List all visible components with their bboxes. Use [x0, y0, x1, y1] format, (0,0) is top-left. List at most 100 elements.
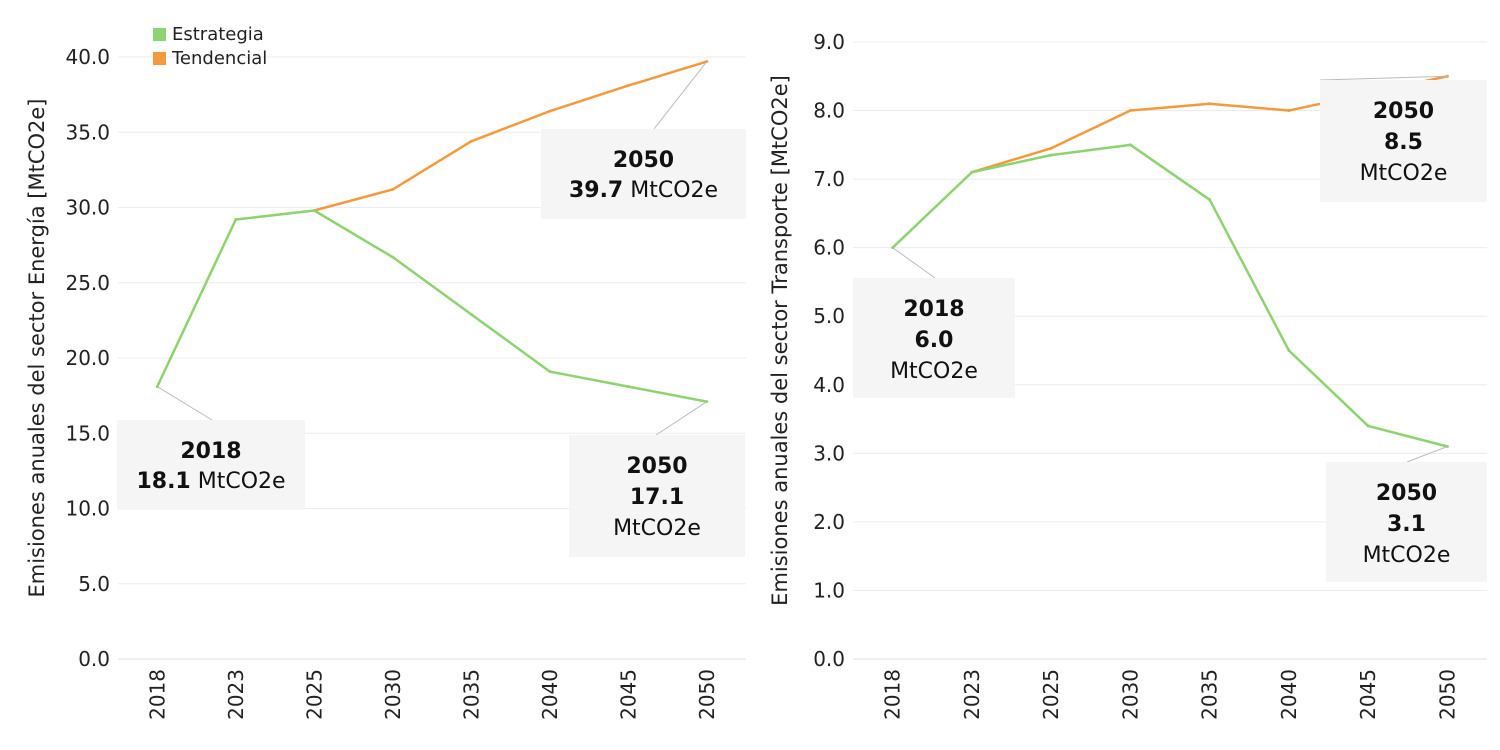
y-tick-label: 4.0: [813, 373, 845, 397]
callout-value: 3.1: [1387, 512, 1426, 537]
x-tick-label: 2030: [1118, 669, 1142, 720]
x-tick-label: 2025: [302, 669, 326, 720]
data-point-tendencial: [1287, 109, 1291, 113]
callout-box: [853, 278, 1015, 398]
data-point-estrategia: [1366, 424, 1370, 428]
series-line-tendencial: [313, 60, 708, 212]
callout-title: 2018: [180, 439, 241, 464]
energy-chart: 0.0 5.0 10.0 15.0 20.0 25.0 30.0 35.0 40.0 2018 20…: [25, 45, 746, 720]
data-point-tendencial: [626, 84, 630, 88]
x-tick-label: 2023: [960, 669, 984, 720]
x-tick-label: 2050: [1435, 669, 1459, 720]
y-tick-label: 0.0: [813, 647, 845, 671]
y-tick-label: 2.0: [813, 510, 845, 534]
x-tick-label: 2018: [881, 669, 905, 720]
x-tick-label: 2023: [224, 669, 248, 720]
data-point-estrategia: [1128, 143, 1132, 147]
y-tick-label: 10.0: [65, 497, 110, 521]
callout-unit: MtCO2e: [1363, 543, 1451, 568]
series-line-estrategia: [156, 209, 707, 403]
data-point-estrategia: [1049, 153, 1053, 157]
x-tick-label: 2050: [695, 669, 719, 720]
data-point-tendencial: [1208, 102, 1212, 106]
callout-value: 18.1 MtCO2e: [136, 469, 285, 494]
callout-box: [541, 129, 746, 219]
callout-value: 17.1: [630, 485, 684, 510]
series-line-estrategia: [891, 143, 1448, 448]
y-tick-label: 9.0: [813, 30, 845, 54]
callout-leader: [1406, 446, 1448, 463]
y-tick-label: 40.0: [65, 45, 110, 69]
callout-leader: [892, 247, 936, 279]
callout-value: 39.7 MtCO2e: [569, 178, 718, 203]
data-point-tendencial: [1128, 109, 1132, 113]
callout-value: 6.0: [915, 328, 954, 353]
x-tick-label: 2035: [459, 669, 483, 720]
callout-leader: [1319, 75, 1448, 81]
y-tick-label: 0.0: [78, 647, 110, 671]
legend-swatch-tendencial: [153, 52, 166, 65]
legend-label-tendencial: Tendencial: [171, 48, 267, 69]
y-tick-label: 20.0: [65, 346, 110, 370]
y-tick-label: 5.0: [813, 304, 845, 328]
callout-unit: MtCO2e: [623, 178, 718, 203]
legend: Estrategia Tendencial: [153, 24, 267, 69]
callout-title: 2050: [613, 148, 674, 173]
callout-box: [1326, 462, 1487, 582]
x-tick-label: 2018: [145, 669, 169, 720]
callout-unit: MtCO2e: [890, 359, 978, 384]
y-tick-label: 25.0: [65, 271, 110, 295]
callout-value-number: 39.7: [569, 178, 623, 203]
callout-title: 2018: [903, 297, 964, 322]
callout-title: 2050: [1376, 481, 1437, 506]
x-tick-label: 2025: [1039, 669, 1063, 720]
y-tick-label: 5.0: [78, 572, 110, 596]
x-tick-label: 2035: [1198, 669, 1222, 720]
x-tick-label: 2040: [538, 669, 562, 720]
data-point-tendencial: [548, 109, 552, 113]
x-tick-label: 2040: [1277, 669, 1301, 720]
data-point-estrategia: [548, 370, 552, 374]
legend-label-estrategia: Estrategia: [172, 24, 264, 45]
callout-box: [1320, 80, 1487, 202]
callout-box: [569, 435, 745, 557]
callout-unit: MtCO2e: [191, 469, 286, 494]
data-point-estrategia: [391, 255, 395, 259]
callout-title: 2050: [626, 454, 687, 479]
y-tick-label: 6.0: [813, 236, 845, 260]
callout-value: 8.5: [1384, 130, 1423, 155]
data-point-estrategia: [469, 312, 473, 316]
y-axis-label: Emisiones anuales del sector Energía [Mt…: [25, 99, 49, 598]
data-point-estrategia: [970, 170, 974, 174]
data-point-tendencial: [1049, 146, 1053, 150]
x-tick-label: 2045: [616, 669, 640, 720]
x-tick-label: 2030: [381, 669, 405, 720]
data-point-estrategia: [312, 209, 316, 213]
callout-box: [117, 420, 305, 510]
x-tick-label: 2045: [1356, 669, 1380, 720]
callout-leader: [653, 61, 708, 130]
data-point-estrategia: [1208, 198, 1212, 202]
data-point-tendencial: [391, 187, 395, 191]
callout-leader: [655, 401, 708, 436]
data-point-tendencial: [469, 139, 473, 143]
callout-value-number: 18.1: [136, 469, 190, 494]
callout-leader: [156, 386, 213, 421]
transport-chart: 0.0 1.0 2.0 3.0 4.0 5.0 6.0 7.0 8.0 9.0 2018 2023 20…: [768, 30, 1487, 720]
callout-title: 2050: [1373, 99, 1434, 124]
y-tick-label: 30.0: [65, 196, 110, 220]
y-tick-label: 8.0: [813, 99, 845, 123]
callout-unit: MtCO2e: [613, 516, 701, 541]
y-tick-label: 3.0: [813, 441, 845, 465]
callout-unit: MtCO2e: [1360, 161, 1448, 186]
data-point-estrategia: [1287, 349, 1291, 352]
y-axis-label: Emisiones anuales del sector Transporte …: [768, 75, 792, 606]
y-tick-label: 7.0: [813, 167, 845, 191]
y-tick-label: 1.0: [813, 578, 845, 602]
legend-swatch-estrategia: [153, 28, 166, 41]
y-tick-label: 35.0: [65, 120, 110, 144]
data-point-estrategia: [234, 218, 238, 222]
y-tick-label: 15.0: [65, 421, 110, 445]
data-point-estrategia: [626, 385, 630, 389]
